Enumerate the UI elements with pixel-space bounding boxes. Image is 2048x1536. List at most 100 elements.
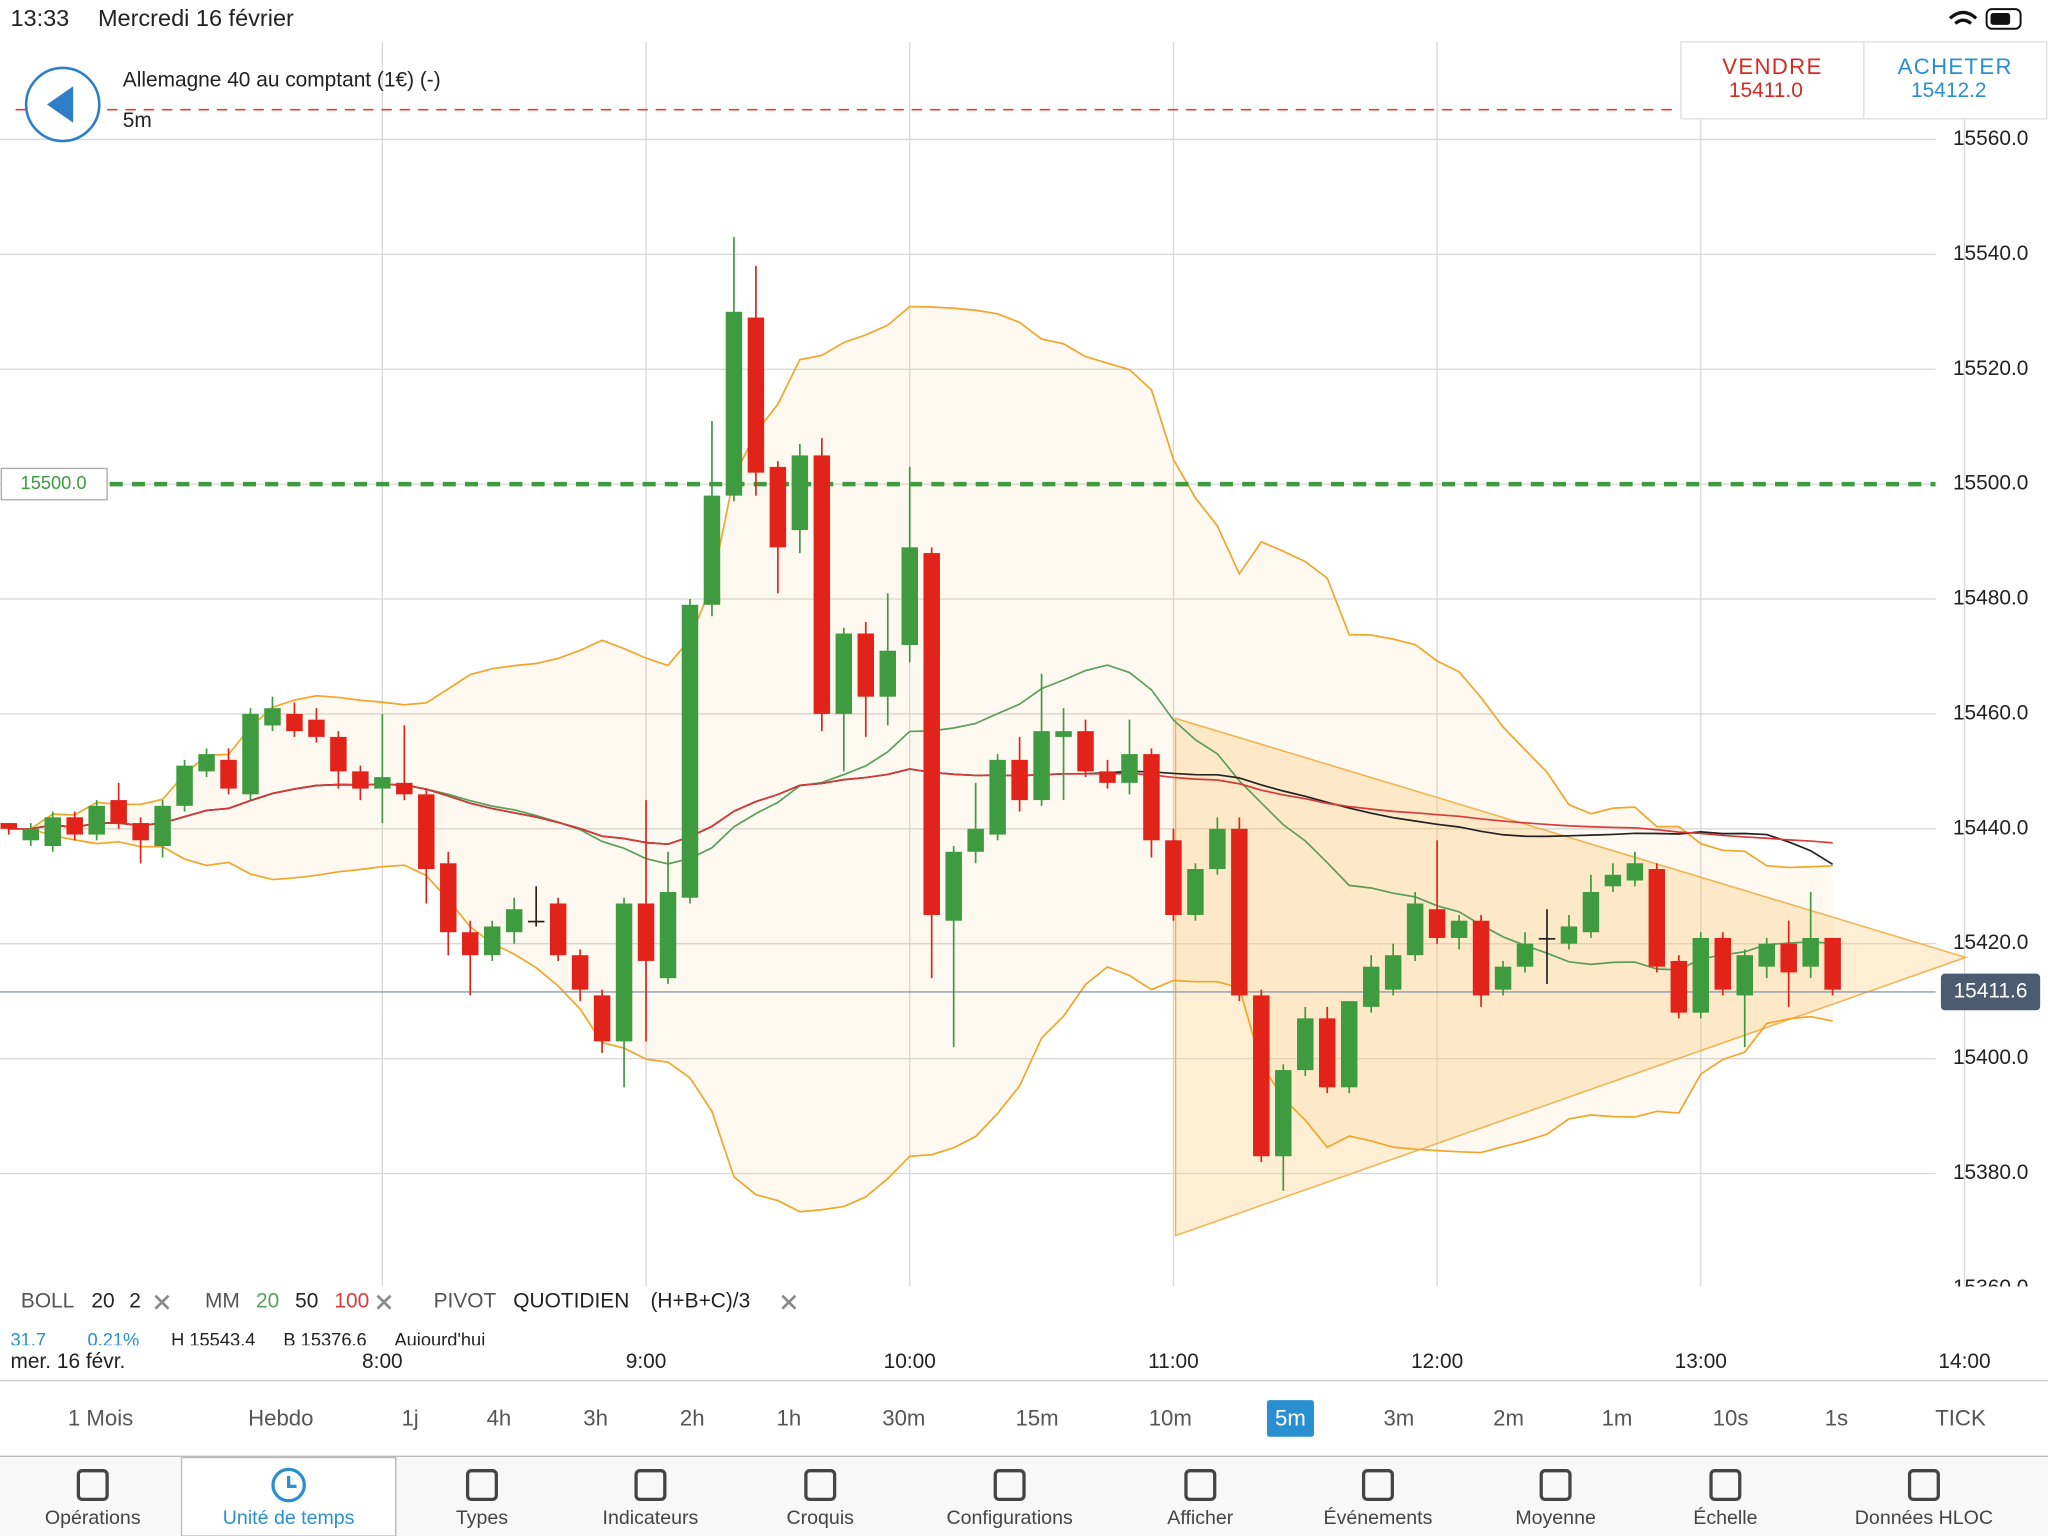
candle-body: [1340, 1001, 1358, 1088]
y-tick-label: 15560.0: [1953, 127, 2028, 150]
info-high: H 15543.4: [171, 1329, 255, 1350]
candle-body: [1692, 937, 1710, 1013]
candle-body: [769, 466, 787, 548]
y-tick-label: 15480.0: [1953, 587, 2028, 610]
pivot-mode: QUOTIDIEN: [513, 1290, 629, 1313]
timeframe-option[interactable]: TICK: [1935, 1406, 1986, 1431]
candle-body: [44, 817, 61, 847]
buy-price[interactable]: 15412.2: [1911, 79, 1986, 102]
toolbar-icon: [993, 1469, 1026, 1502]
candle-body: [1055, 731, 1072, 737]
boll-remove[interactable]: [154, 1294, 170, 1310]
legend-bar: [0, 1286, 2048, 1346]
toolbar-button[interactable]: Indicateurs: [603, 1507, 699, 1529]
candle-body: [1187, 869, 1204, 915]
timeframe-option[interactable]: 15m: [1015, 1406, 1058, 1431]
back-icon: [47, 86, 74, 123]
y-tick-label: 15420.0: [1953, 931, 2028, 954]
pivot-remove[interactable]: [781, 1294, 797, 1310]
candle-body: [440, 863, 457, 933]
x-tick-label: 11:00: [1148, 1350, 1199, 1373]
candle-body: [1604, 874, 1622, 887]
candle-body: [1384, 955, 1402, 990]
candle-body: [747, 317, 765, 473]
timeframe-option[interactable]: 1s: [1825, 1406, 1848, 1431]
timeframe-option[interactable]: 3h: [583, 1406, 608, 1431]
toolbar-icon: [1907, 1469, 1940, 1502]
bollinger-upper: [8, 305, 1833, 869]
timeframe-option[interactable]: 30m: [882, 1406, 925, 1431]
mm-period: 100: [334, 1290, 369, 1313]
boll-name: BOLL: [21, 1290, 74, 1313]
candle-body: [901, 547, 918, 645]
timeframe-option[interactable]: 1m: [1602, 1406, 1633, 1431]
mm-name: MM: [205, 1290, 240, 1313]
candle-body: [989, 759, 1006, 835]
timeframe-option[interactable]: 10m: [1149, 1406, 1192, 1431]
candle-body: [22, 828, 40, 841]
toolbar-icon: [1539, 1469, 1572, 1502]
toolbar-icon: [271, 1467, 306, 1503]
toolbar-button[interactable]: Événements: [1324, 1506, 1433, 1529]
candle-body: [308, 719, 325, 737]
toolbar-button[interactable]: Configurations: [947, 1507, 1073, 1529]
sell-price[interactable]: 15411.0: [1729, 79, 1803, 102]
candle-body: [1362, 966, 1380, 1007]
candle-body: [1824, 937, 1841, 990]
candle-body: [66, 817, 83, 835]
candle-body: [725, 311, 743, 496]
timeframe-option[interactable]: Hebdo: [248, 1406, 313, 1431]
candle-body: [549, 903, 567, 956]
timeframe-option[interactable]: 2h: [680, 1406, 705, 1431]
pivot-label-box: [0, 467, 108, 501]
mm-remove[interactable]: [376, 1294, 392, 1310]
candle-body: [1165, 840, 1182, 915]
timeframe-option[interactable]: 1 Mois: [68, 1406, 133, 1431]
candle-body: [857, 633, 875, 697]
toolbar-button[interactable]: Unité de temps: [223, 1507, 355, 1529]
candle-body: [1714, 937, 1732, 990]
y-tick-label: 15500.0: [1953, 472, 2028, 495]
moving-average: [8, 768, 1833, 846]
toolbar-button[interactable]: Croquis: [787, 1507, 855, 1529]
toolbar-button[interactable]: Types: [456, 1507, 508, 1529]
candle-body: [681, 604, 699, 898]
candle-body: [352, 771, 369, 789]
timeframe-option[interactable]: 2m: [1493, 1406, 1524, 1431]
mm-period: 20: [256, 1290, 279, 1313]
mm-period: 50: [295, 1290, 318, 1313]
info-change: 31.7: [10, 1329, 46, 1350]
timeframe-option[interactable]: 1j: [401, 1406, 418, 1431]
candle-body: [242, 713, 259, 795]
toolbar-button[interactable]: Données HLOC: [1855, 1507, 1993, 1529]
candle-body: [1538, 937, 1556, 940]
battery-icon: [1985, 8, 2022, 30]
y-tick-label: 15380.0: [1953, 1161, 2028, 1184]
timeframe-option[interactable]: 10s: [1713, 1406, 1749, 1431]
timeframe-option[interactable]: 5m: [1275, 1406, 1306, 1431]
candle-body: [1780, 943, 1797, 973]
candle-body: [1802, 937, 1819, 967]
candle-body: [1758, 943, 1775, 967]
toolbar-button[interactable]: Opérations: [45, 1507, 141, 1529]
timeframe-option[interactable]: 3m: [1383, 1406, 1414, 1431]
toolbar-button[interactable]: Échelle: [1693, 1506, 1757, 1529]
buy-label[interactable]: ACHETER: [1898, 54, 2013, 79]
candle-body: [1121, 754, 1138, 783]
candle-body: [1099, 771, 1116, 783]
timeframe-option[interactable]: 4h: [487, 1406, 512, 1431]
candle-body: [1209, 828, 1226, 870]
toolbar-icon: [76, 1469, 109, 1502]
candle-body: [1011, 759, 1028, 801]
candle-body: [0, 823, 18, 829]
candle-body: [88, 805, 105, 835]
toolbar-button[interactable]: Moyenne: [1515, 1507, 1596, 1529]
toolbar-button[interactable]: Afficher: [1167, 1507, 1233, 1529]
timeframe-option[interactable]: 1h: [777, 1406, 802, 1431]
candle-body: [1472, 920, 1490, 996]
candle-body: [418, 794, 435, 870]
sell-label[interactable]: VENDRE: [1722, 54, 1822, 79]
candle-body: [483, 926, 501, 956]
boll-width: 2: [129, 1290, 141, 1313]
